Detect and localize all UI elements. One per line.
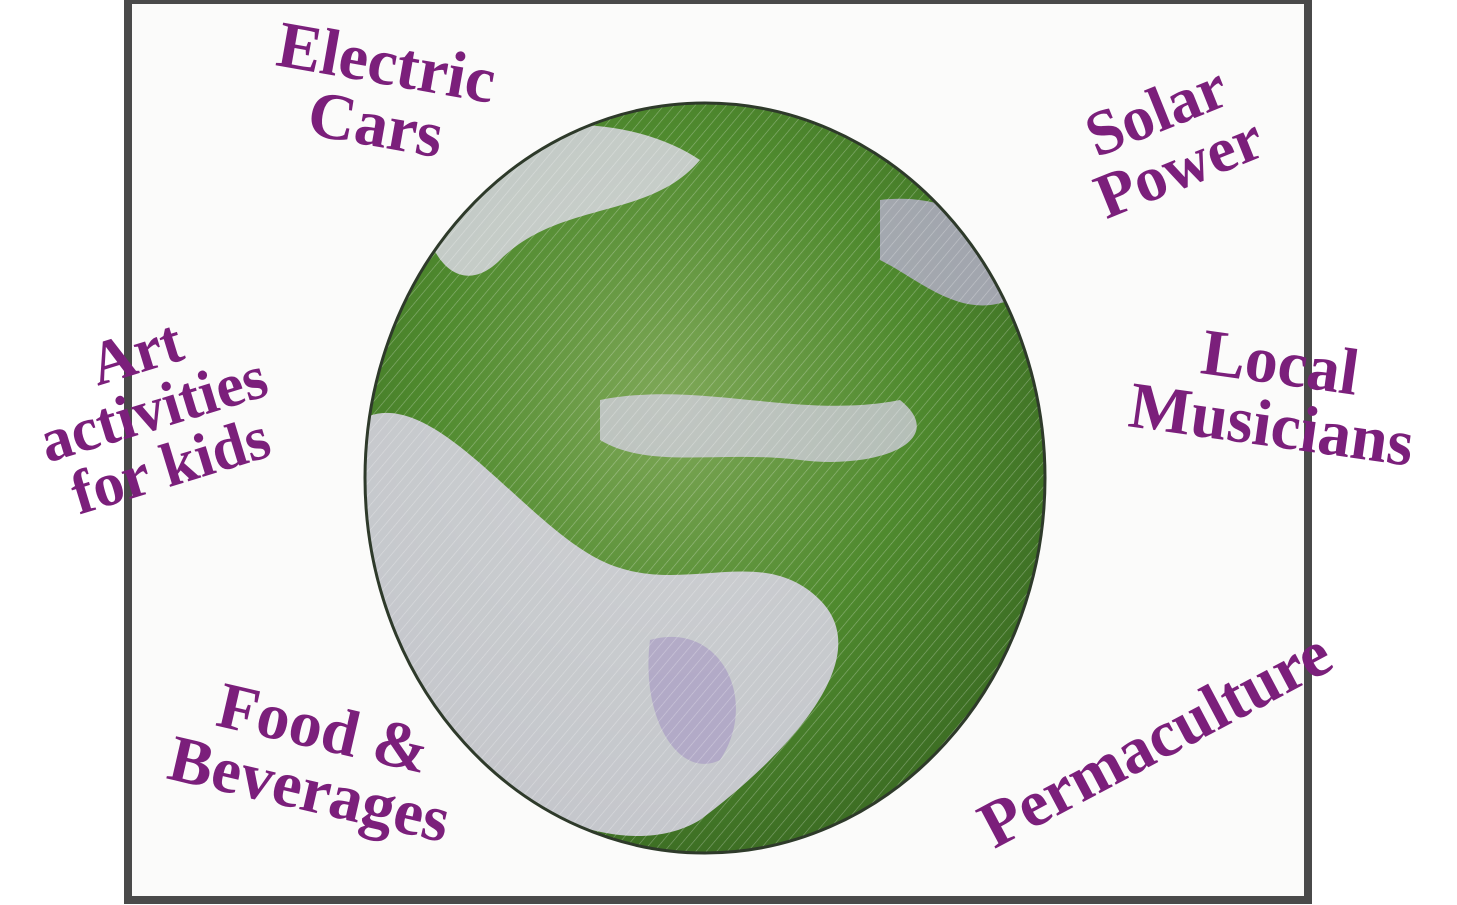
- globe: [365, 103, 1045, 853]
- globe-outline: [363, 101, 1047, 855]
